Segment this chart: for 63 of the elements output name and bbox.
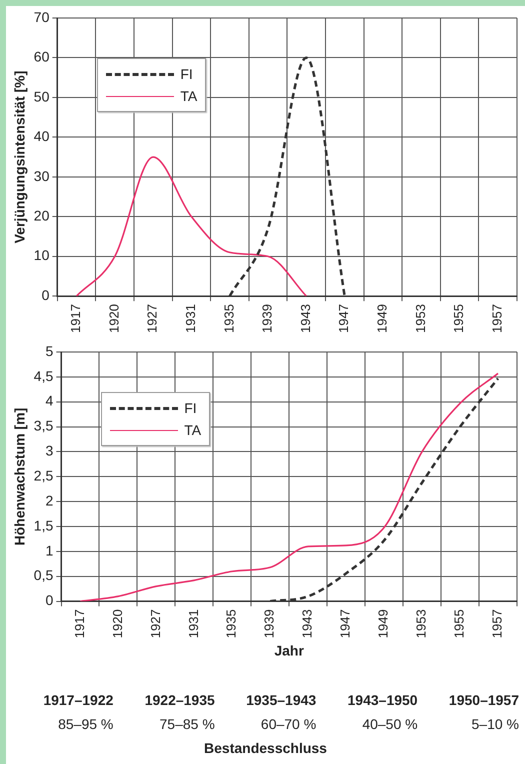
legend-label: TA — [180, 88, 198, 104]
x-tick-label: 1943 — [300, 609, 315, 638]
x-tick-label: 1949 — [376, 609, 391, 638]
y-tick-label: 0 — [45, 592, 54, 608]
x-tick-label: 1935 — [221, 304, 236, 333]
text: 75–85 % — [158, 716, 215, 732]
y-tick-label: 70 — [34, 8, 50, 25]
y-tick-label: 40 — [34, 128, 50, 144]
x-tick-label: 1955 — [452, 609, 467, 638]
line-series — [79, 372, 499, 602]
x-tick-label: 1955 — [451, 304, 466, 333]
text: 85–95 % — [57, 716, 114, 732]
text: 5–10 % — [470, 716, 519, 732]
y-tick-label: 10 — [34, 247, 50, 264]
y-tick-label: 1,5 — [34, 517, 54, 534]
text: 1935–1943 — [245, 692, 316, 708]
text: 1950–1957 — [448, 692, 519, 708]
y-tick-label: 0,5 — [34, 567, 54, 584]
legend-label: FI — [180, 66, 193, 82]
x-tick-label: 1943 — [298, 304, 313, 333]
x-tick-label: 1927 — [148, 609, 163, 638]
y-tick-label: 3 — [45, 442, 54, 459]
x-tick-label: 1920 — [110, 609, 125, 638]
text: 60–70 % — [260, 716, 316, 732]
text: 1917–1922 — [42, 692, 114, 708]
y-tick-label: 30 — [34, 168, 50, 184]
x-tick-label: 1931 — [183, 304, 198, 333]
x-tick-label: 1947 — [338, 609, 353, 638]
text: Bestandesschluss — [203, 740, 328, 756]
y-tick-label: 0 — [42, 286, 50, 303]
x-tick-label: 1920 — [106, 304, 122, 333]
x-tick-label: 1939 — [262, 609, 277, 638]
x-tick-label: 1917 — [72, 609, 87, 638]
legend-label: TA — [184, 422, 202, 438]
x-tick-label: 1957 — [490, 609, 505, 638]
x-tick-label: 1953 — [414, 609, 429, 638]
x-tick-label: 1939 — [260, 304, 275, 333]
y-tick-label: 5 — [45, 342, 54, 359]
text: 1922–1935 — [144, 692, 215, 708]
y-axis-title: Höhenwachstum [m] — [11, 408, 28, 546]
x-tick-label: 1935 — [224, 609, 239, 638]
y-tick-label: 3,5 — [34, 418, 54, 434]
x-tick-label: 1931 — [186, 609, 201, 638]
y-tick-label: 4,5 — [34, 368, 54, 384]
x-tick-label: 1957 — [489, 304, 504, 333]
x-tick-label: 1917 — [68, 304, 84, 333]
x-tick-label: 1947 — [336, 304, 352, 333]
x-tick-label: 1927 — [144, 304, 160, 333]
text: 1943–1950 — [346, 692, 418, 708]
y-tick-label: 50 — [34, 88, 50, 104]
y-tick-label: 60 — [34, 48, 50, 65]
text: 40–50 % — [361, 716, 418, 732]
y-axis-title: Verjüngungsintensität [%] — [11, 70, 28, 244]
line-series — [76, 156, 308, 296]
x-tick-label: 1949 — [374, 304, 390, 333]
y-tick-label: 2 — [45, 492, 54, 508]
y-tick-label: 1 — [45, 542, 54, 558]
y-tick-label: 2,5 — [34, 468, 54, 484]
y-tick-label: 4 — [45, 392, 54, 409]
x-tick-label: 1953 — [412, 304, 428, 333]
x-axis-title: Jahr — [274, 642, 304, 658]
y-tick-label: 20 — [34, 207, 50, 224]
legend-label: FI — [184, 400, 197, 416]
